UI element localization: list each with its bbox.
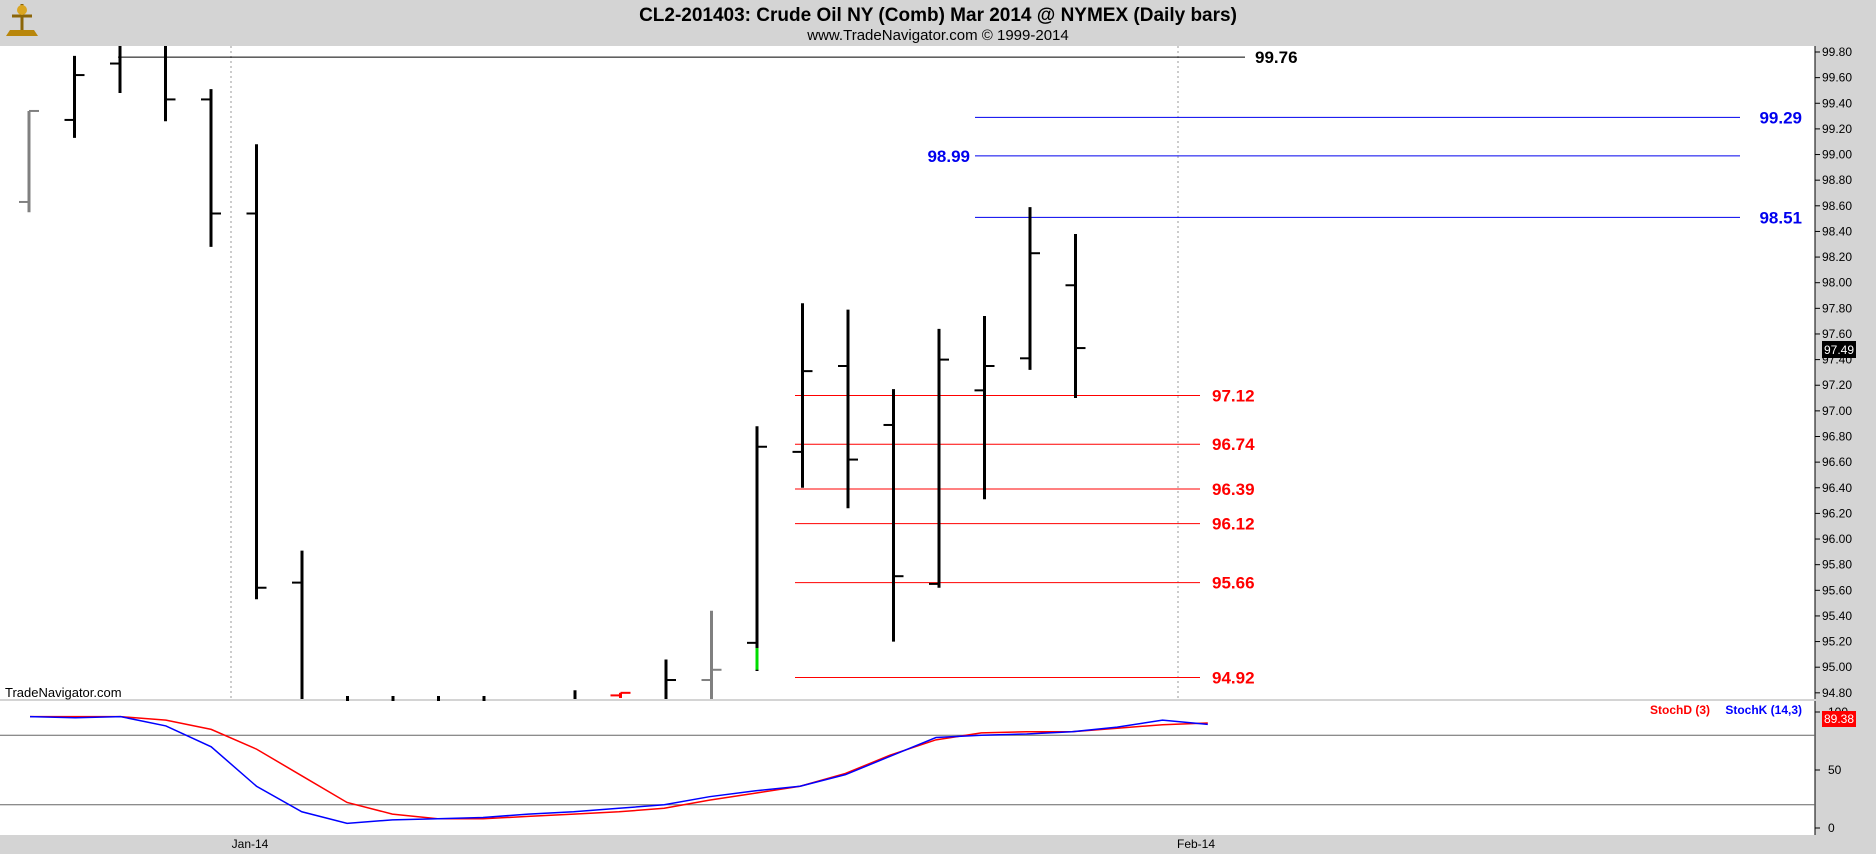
price-tick-label: 96.80 — [1822, 430, 1852, 444]
svg-text:97.49: 97.49 — [1824, 343, 1854, 357]
price-tick-label: 96.20 — [1822, 506, 1852, 520]
level-label: 95.66 — [1212, 574, 1255, 593]
price-panel — [0, 46, 1815, 699]
last-stoch-marker: 89.38 — [1822, 711, 1856, 727]
price-tick-label: 99.40 — [1822, 96, 1852, 110]
price-tick-label: 97.80 — [1822, 301, 1852, 315]
price-tick-label: 95.40 — [1822, 609, 1852, 623]
price-levels: 99.76 99.29 98.99 98.51 97.12 96.74 96.39 96.12… — [118, 48, 1802, 687]
stoch-tick-label: 50 — [1828, 763, 1842, 777]
logo-icon — [2, 2, 42, 40]
stoch-tick-label: 0 — [1828, 821, 1835, 835]
price-tick-label: 96.40 — [1822, 481, 1852, 495]
level-label: 96.74 — [1212, 435, 1255, 454]
price-tick-label: 99.60 — [1822, 71, 1852, 85]
price-tick-label: 97.60 — [1822, 327, 1852, 341]
level-label: 94.92 — [1212, 668, 1255, 687]
stoch-lines — [29, 715, 1208, 825]
price-axis: 99.80 99.60 99.40 99.20 99.00 98.80 98.60 98.40… — [1815, 45, 1852, 700]
date-label-feb: Feb-14 — [1177, 837, 1215, 851]
date-label-jan: Jan-14 — [232, 837, 269, 851]
last-price-marker: 97.49 — [1822, 341, 1856, 358]
price-tick-label: 98.60 — [1822, 199, 1852, 213]
price-tick-label: 97.20 — [1822, 378, 1852, 392]
price-tick-label: 99.00 — [1822, 148, 1852, 162]
level-label: 98.51 — [1759, 208, 1802, 227]
price-tick-label: 94.80 — [1822, 686, 1852, 700]
price-tick-label: 96.60 — [1822, 455, 1852, 469]
level-label: 99.29 — [1759, 108, 1802, 127]
price-tick-label: 98.80 — [1822, 173, 1852, 187]
price-tick-label: 95.00 — [1822, 660, 1852, 674]
level-label: 97.12 — [1212, 386, 1255, 405]
stoch-series-line — [29, 715, 1208, 825]
svg-text:89.38: 89.38 — [1824, 712, 1854, 726]
price-tick-label: 95.20 — [1822, 635, 1852, 649]
legend-stochd: StochD (3) — [1650, 703, 1710, 717]
level-label: 99.76 — [1255, 48, 1298, 67]
level-label: 96.12 — [1212, 515, 1255, 534]
legend-stochk: StochK (14,3) — [1725, 703, 1802, 717]
stoch-series-line — [30, 715, 1208, 820]
price-tick-label: 96.00 — [1822, 532, 1852, 546]
price-tick-label: 99.20 — [1822, 122, 1852, 136]
level-label: 98.99 — [927, 147, 970, 166]
price-tick-label: 98.40 — [1822, 224, 1852, 238]
ohlc-bars — [19, 46, 1086, 702]
stoch-axis: 100500 — [0, 705, 1848, 835]
stoch-panel — [0, 701, 1815, 835]
watermark: TradeNavigator.com — [5, 685, 122, 700]
price-tick-label: 95.80 — [1822, 558, 1852, 572]
price-tick-label: 99.80 — [1822, 45, 1852, 59]
chart-subtitle: www.TradeNavigator.com © 1999-2014 — [806, 27, 1068, 44]
price-tick-label: 97.00 — [1822, 404, 1852, 418]
chart-title: CL2-201403: Crude Oil NY (Comb) Mar 2014… — [639, 5, 1237, 26]
price-tick-label: 98.20 — [1822, 250, 1852, 264]
level-label: 96.39 — [1212, 480, 1255, 499]
price-tick-label: 95.60 — [1822, 583, 1852, 597]
price-tick-label: 98.00 — [1822, 276, 1852, 290]
